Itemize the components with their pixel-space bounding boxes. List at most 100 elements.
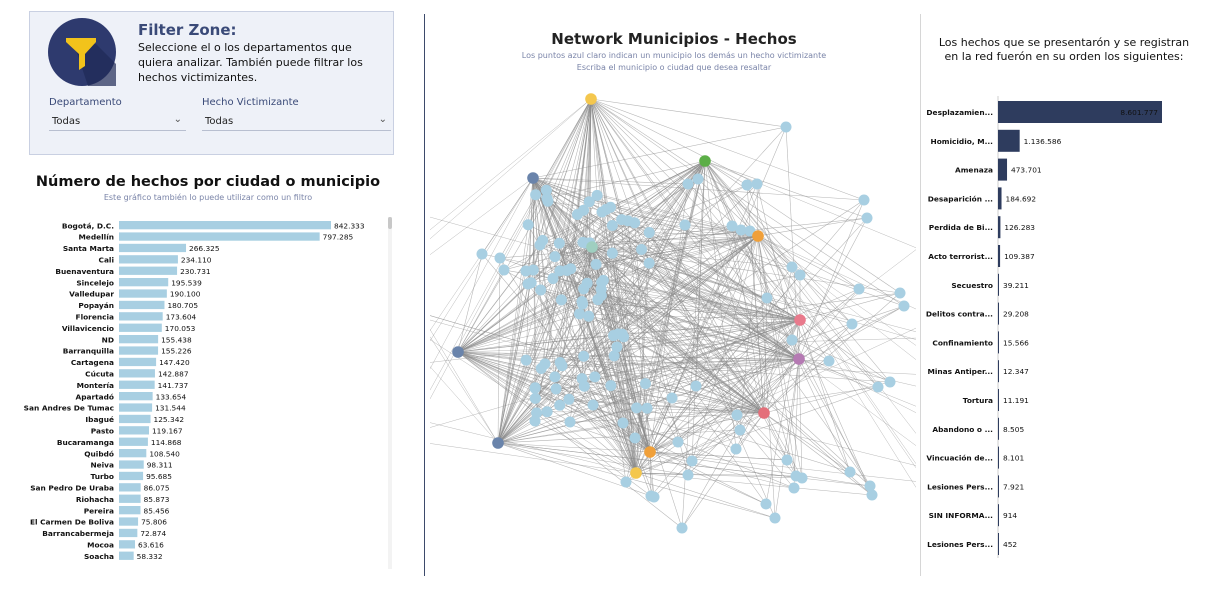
municipio-node[interactable]	[676, 522, 688, 534]
hecho-bar[interactable]	[998, 360, 999, 383]
municipio-bar[interactable]	[119, 517, 139, 526]
municipio-node[interactable]	[629, 432, 641, 444]
municipio-bar[interactable]	[119, 494, 141, 503]
hecho-bar[interactable]	[998, 273, 999, 296]
municipio-node[interactable]	[692, 173, 704, 185]
municipio-node[interactable]	[564, 416, 576, 428]
municipio-node[interactable]	[583, 196, 595, 208]
municipio-bar[interactable]	[119, 346, 159, 355]
municipio-node[interactable]	[555, 294, 567, 306]
municipio-node[interactable]	[529, 392, 541, 404]
municipio-node[interactable]	[631, 402, 643, 414]
municipio-node[interactable]	[608, 350, 620, 362]
municipio-node[interactable]	[645, 490, 657, 502]
municipio-node[interactable]	[581, 277, 593, 289]
municipio-node[interactable]	[605, 380, 617, 392]
hecho-bar[interactable]	[998, 389, 999, 411]
municipio-node[interactable]	[769, 512, 781, 524]
municipio-node[interactable]	[595, 290, 607, 302]
municipio-node[interactable]	[589, 371, 601, 383]
municipio-node[interactable]	[600, 203, 612, 215]
municipio-node[interactable]	[866, 489, 878, 501]
municipio-node[interactable]	[864, 480, 876, 492]
municipio-node[interactable]	[520, 354, 532, 366]
municipio-bar[interactable]	[119, 289, 167, 298]
hechos-bar-chart[interactable]: Desplazamien... 8.601.777 Homicidio, M... 1…	[924, 96, 1194, 562]
municipio-bar[interactable]	[119, 335, 159, 344]
departamento-dropdown[interactable]: Todas ⌄	[49, 111, 186, 131]
municipio-node[interactable]	[751, 178, 763, 190]
hecho-bar[interactable]	[998, 129, 1020, 152]
hecho-node[interactable]	[794, 314, 806, 326]
network-graph[interactable]	[430, 80, 916, 554]
municipio-node[interactable]	[612, 328, 624, 340]
municipio-node[interactable]	[547, 273, 559, 285]
municipio-node[interactable]	[537, 234, 549, 246]
municipio-node[interactable]	[672, 436, 684, 448]
hecho-bar[interactable]	[998, 101, 1162, 123]
municipio-node[interactable]	[641, 402, 653, 414]
municipio-node[interactable]	[730, 443, 742, 455]
municipio-bar[interactable]	[119, 551, 134, 560]
hecho-bar[interactable]	[998, 533, 999, 555]
municipio-bar[interactable]	[119, 232, 320, 241]
municipio-bar[interactable]	[119, 278, 169, 287]
municipio-bar[interactable]	[119, 460, 144, 469]
municipio-node[interactable]	[549, 251, 561, 263]
municipio-node[interactable]	[522, 219, 534, 231]
municipio-bar[interactable]	[119, 528, 138, 538]
hecho-bar[interactable]	[998, 245, 1001, 267]
hecho-node[interactable]	[699, 155, 711, 167]
municipio-node[interactable]	[554, 399, 566, 411]
municipio-node[interactable]	[786, 334, 798, 346]
municipio-node[interactable]	[853, 283, 865, 295]
municipio-node[interactable]	[571, 209, 583, 221]
municipio-node[interactable]	[823, 355, 835, 367]
municipio-bar[interactable]	[119, 312, 163, 321]
municipio-node[interactable]	[788, 482, 800, 494]
hecho-bar[interactable]	[998, 331, 999, 354]
municipio-node[interactable]	[549, 371, 561, 383]
municipio-node[interactable]	[622, 215, 634, 227]
municipio-bar[interactable]	[119, 437, 148, 446]
municipio-node[interactable]	[844, 466, 856, 478]
municipio-node[interactable]	[682, 178, 694, 190]
municipios-bar-chart[interactable]: Bogotá, D.C. 842.333 Medellín 797.285 Santa …	[20, 216, 386, 570]
municipio-node[interactable]	[686, 455, 698, 467]
municipio-node[interactable]	[735, 224, 747, 236]
municipio-node[interactable]	[535, 284, 547, 296]
hecho-node[interactable]	[644, 446, 656, 458]
municipio-node[interactable]	[525, 277, 537, 289]
municipio-bar[interactable]	[119, 266, 178, 275]
hecho-node[interactable]	[527, 172, 539, 184]
municipio-node[interactable]	[590, 258, 602, 270]
municipio-node[interactable]	[780, 121, 792, 133]
hecho-node[interactable]	[585, 93, 597, 105]
hecho-node[interactable]	[752, 230, 764, 242]
municipio-bar[interactable]	[119, 540, 136, 549]
municipio-node[interactable]	[734, 424, 746, 436]
hecho-victimizante-dropdown[interactable]: Todas ⌄	[202, 111, 391, 131]
municipio-bar[interactable]	[119, 426, 149, 435]
municipio-node[interactable]	[643, 257, 655, 269]
hecho-node[interactable]	[630, 467, 642, 479]
hecho-bar[interactable]	[998, 504, 999, 527]
municipios-scrollbar-track[interactable]	[388, 217, 392, 569]
municipio-node[interactable]	[541, 406, 553, 418]
hecho-bar[interactable]	[998, 216, 1001, 239]
municipio-node[interactable]	[591, 189, 603, 201]
municipio-node[interactable]	[679, 219, 691, 231]
hecho-bar[interactable]	[998, 187, 1002, 210]
municipio-bar[interactable]	[119, 449, 147, 458]
municipio-node[interactable]	[476, 248, 488, 260]
municipio-bar[interactable]	[119, 380, 155, 389]
municipio-node[interactable]	[617, 417, 629, 429]
municipio-bar[interactable]	[119, 243, 187, 253]
municipio-node[interactable]	[540, 184, 552, 196]
municipio-node[interactable]	[606, 220, 618, 232]
municipio-node[interactable]	[636, 244, 648, 256]
municipio-node[interactable]	[527, 264, 539, 276]
municipio-node[interactable]	[761, 292, 773, 304]
municipio-node[interactable]	[563, 393, 575, 405]
municipio-bar[interactable]	[119, 357, 157, 367]
